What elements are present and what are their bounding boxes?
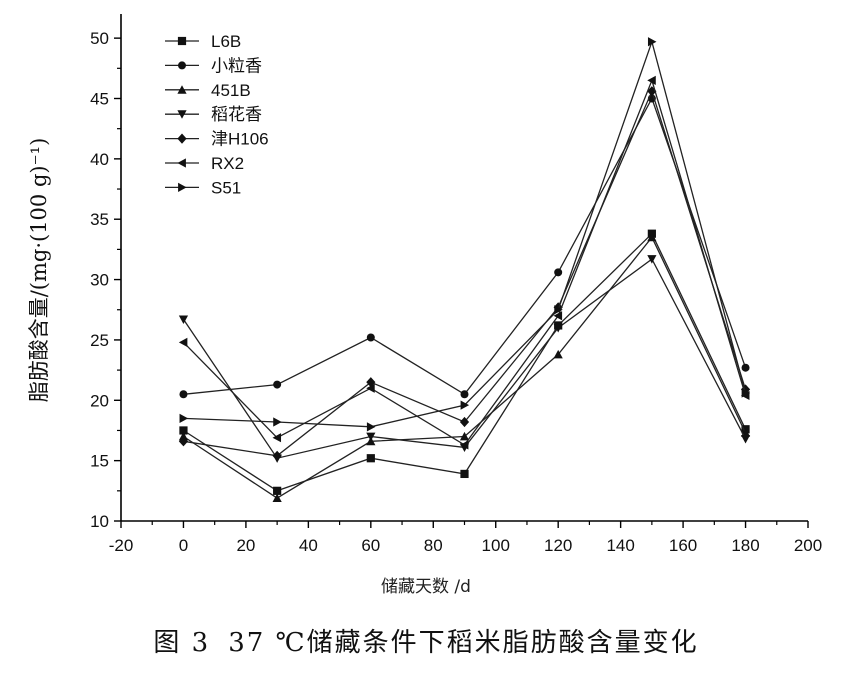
legend-item: 津H106 (165, 130, 269, 149)
x-tick-label: -20 (109, 536, 134, 555)
data-point (741, 363, 750, 372)
data-point (460, 390, 469, 399)
x-tick-label: 100 (482, 536, 510, 555)
y-axis-label: 脂肪酸含量/(mg·(100 g)⁻¹) (27, 138, 51, 403)
data-point (647, 37, 657, 47)
data-point (553, 349, 563, 359)
x-tick-label: 60 (361, 536, 380, 555)
legend-label: 稻花香 (211, 105, 262, 124)
data-point (741, 388, 751, 398)
data-point (273, 486, 282, 495)
series-7 (179, 37, 751, 432)
x-tick-label: 0 (179, 536, 188, 555)
legend-marker (177, 85, 187, 94)
data-point (178, 337, 188, 347)
figure-caption: 图 3 37 ℃储藏条件下稻米脂肪酸含量变化 (0, 622, 852, 659)
legend-item: S51 (165, 178, 241, 197)
legend-marker (177, 110, 187, 119)
data-point (366, 432, 376, 442)
data-point (366, 454, 375, 463)
data-point (647, 75, 656, 85)
data-point (740, 435, 751, 444)
x-tick-label: 80 (424, 536, 443, 555)
data-point (178, 431, 189, 441)
data-point (179, 426, 188, 435)
data-point (460, 469, 469, 479)
data-point (272, 450, 282, 461)
data-point (179, 413, 189, 423)
legend-item: L6B (165, 32, 241, 51)
data-point (178, 436, 189, 447)
legend-item: 小粒香 (165, 56, 262, 75)
series-4 (178, 255, 751, 463)
series-3 (178, 232, 751, 502)
data-point (553, 311, 563, 321)
figure-caption-text: 37 ℃储藏条件下稻米脂肪酸含量变化 (228, 628, 699, 658)
data-point (179, 390, 188, 399)
data-point (272, 493, 282, 502)
series-layer (178, 37, 751, 502)
y-tick-label: 20 (90, 391, 109, 410)
x-tick-label: 40 (299, 536, 318, 555)
data-point (459, 431, 470, 441)
legend-label: L6B (211, 32, 241, 51)
x-tick-label: 20 (236, 536, 255, 555)
data-point (460, 400, 470, 410)
legend-label: S51 (211, 178, 241, 197)
data-point (459, 416, 470, 428)
x-tick-label: 140 (606, 536, 634, 555)
y-tick-label: 40 (90, 150, 109, 169)
y-tick-label: 50 (90, 29, 109, 48)
y-tick-label: 30 (90, 271, 109, 290)
legend-marker (177, 133, 187, 144)
y-tick-label: 45 (90, 90, 109, 109)
legend-label: RX2 (211, 154, 244, 173)
data-point (272, 433, 282, 443)
legend-item: RX2 (165, 154, 244, 173)
axes: -20 0 20 40 60 80 100 120 140 160 180 200 10 15 20 25 30… (90, 14, 822, 555)
x-tick-label: 180 (731, 536, 759, 555)
series-1 (179, 229, 750, 495)
data-point (647, 86, 657, 97)
legend-marker (178, 61, 186, 70)
legend-item: 稻花香 (165, 105, 262, 124)
legend-label: 451B (211, 81, 251, 100)
data-point (459, 440, 469, 450)
data-point (740, 384, 751, 395)
legend-label: 小粒香 (211, 56, 262, 75)
data-point (366, 383, 375, 393)
data-point (178, 315, 189, 325)
data-point (366, 333, 375, 342)
legend-item: 451B (165, 81, 251, 100)
data-point (273, 417, 282, 427)
data-point (273, 380, 282, 389)
x-axis-label: 储藏天数 /d (381, 577, 471, 597)
x-tick-label: 160 (669, 536, 697, 555)
legend-label: 津H106 (211, 130, 269, 149)
data-point (554, 305, 563, 315)
figure-number: 图 3 (153, 628, 211, 658)
data-point (647, 255, 657, 264)
x-tick-label: 200 (794, 536, 822, 555)
y-tick-label: 10 (90, 512, 109, 531)
data-point (553, 323, 563, 333)
legend-marker (177, 158, 186, 168)
series-line (183, 39, 747, 428)
data-point (366, 422, 376, 432)
data-point (554, 268, 563, 277)
y-tick-label: 15 (90, 452, 109, 471)
legend-marker (177, 36, 187, 46)
x-tick-label: 120 (544, 536, 572, 555)
y-tick-label: 35 (90, 210, 109, 229)
data-point (647, 232, 657, 242)
series-line (183, 232, 747, 492)
y-tick-label: 25 (90, 331, 109, 350)
legend-marker (178, 182, 187, 192)
